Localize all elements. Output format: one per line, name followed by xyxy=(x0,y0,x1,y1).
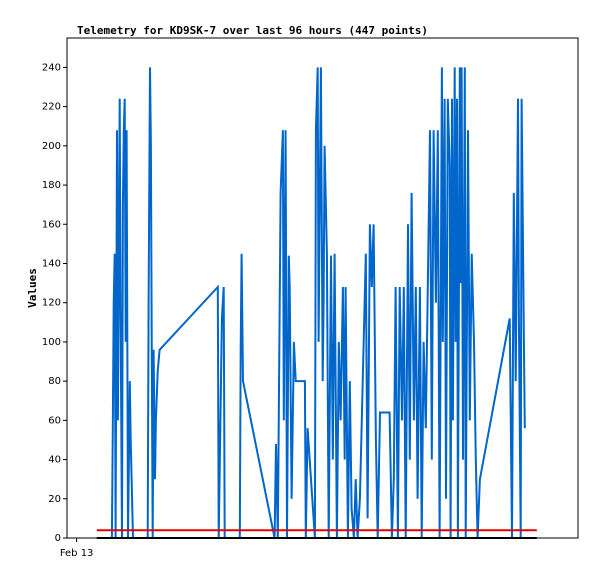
y-tick-label: 40 xyxy=(48,455,61,466)
plot-frame xyxy=(66,37,579,539)
y-axis-label: Values xyxy=(26,268,39,308)
y-tick-label: 100 xyxy=(42,337,61,348)
y-tick-label: 120 xyxy=(42,298,61,309)
x-tick-label: Feb 13 xyxy=(60,548,94,559)
y-tick-label: 180 xyxy=(42,180,61,191)
y-tick-label: 80 xyxy=(48,376,61,387)
y-tick-label: 200 xyxy=(42,141,61,152)
y-tick-label: 220 xyxy=(42,102,61,113)
y-tick-label: 0 xyxy=(55,533,61,544)
y-tick-label: 20 xyxy=(48,494,61,505)
y-tick-label: 140 xyxy=(42,258,61,269)
y-tick-label: 240 xyxy=(42,62,61,73)
y-tick-label: 160 xyxy=(42,219,61,230)
chart-title: Telemetry for KD9SK-7 over last 96 hours… xyxy=(77,24,428,37)
y-tick-label: 60 xyxy=(48,415,61,426)
